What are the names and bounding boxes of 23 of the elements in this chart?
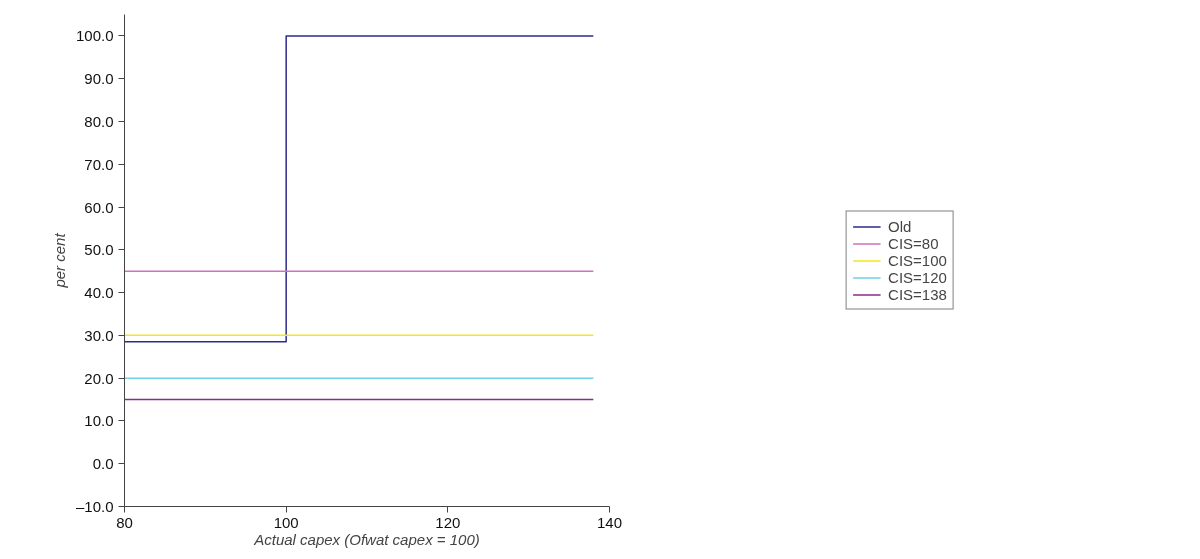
y-tick-label: 50.0 — [84, 241, 114, 259]
y-tick-label: 20.0 — [84, 369, 114, 387]
y-tick-label: 80.0 — [84, 112, 114, 130]
y-tick-label: 90.0 — [84, 70, 114, 88]
legend-label: Old — [888, 217, 912, 235]
x-tick-label: 140 — [596, 513, 623, 531]
y-tick-label: –10.0 — [75, 498, 114, 515]
y-tick-label: 60.0 — [84, 198, 114, 216]
y-tick-label: 30.0 — [84, 326, 114, 344]
x-tick-label: 120 — [435, 513, 461, 531]
y-tick-label: 0.0 — [92, 455, 114, 473]
legend-label: CIS=120 — [888, 268, 947, 286]
legend-label: CIS=138 — [888, 285, 947, 303]
y-tick-label: 70.0 — [84, 155, 114, 173]
legend-label: CIS=80 — [888, 234, 939, 252]
legend-label: CIS=100 — [888, 251, 947, 269]
x-tick-label: 80 — [116, 513, 133, 531]
x-tick-label: 100 — [273, 513, 299, 531]
y-tick-label: 40.0 — [84, 284, 114, 302]
y-tick-label: 100.0 — [75, 27, 114, 45]
y-axis-title: per cent — [50, 232, 68, 289]
y-tick-label: 10.0 — [84, 412, 114, 430]
x-axis-title: Actual capex (Ofwat capex = 100) — [253, 530, 480, 548]
